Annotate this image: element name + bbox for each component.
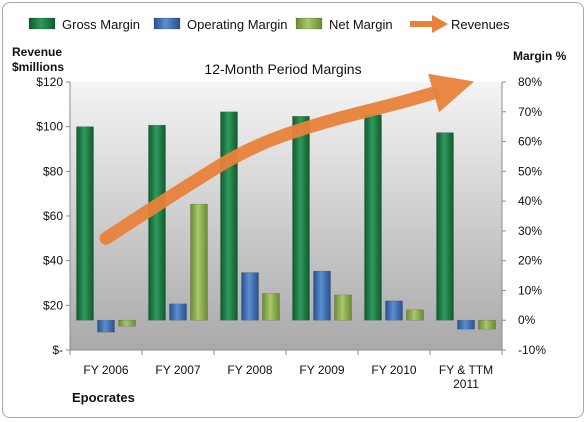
- legend-swatch-gross-margin: [28, 17, 56, 30]
- x-tick-label-0: FY 2006: [83, 363, 128, 377]
- bar-gross-margin-2: [220, 111, 238, 321]
- left-tick-label-4: $80: [43, 164, 63, 178]
- chart-title: 12-Month Period Margins: [204, 61, 361, 77]
- bar-gross-margin-1: [148, 124, 166, 321]
- bar-net-margin-5: [478, 319, 496, 330]
- legend-label-revenues: Revenues: [451, 17, 510, 32]
- revenue-trend-arrowhead: [428, 73, 474, 113]
- x-tick-label-1-line-0: FY 2007: [155, 363, 200, 377]
- right-tick-label-7: 60%: [518, 135, 542, 149]
- bar-operating-margin-0: [97, 319, 115, 333]
- axes-layer: $- $20 $40 $60 $80 $100 $120 -10% 0% 10% 20% 30% 40%…: [36, 75, 546, 391]
- legend-label-net-margin: Net Margin: [329, 17, 393, 32]
- revenue-trend-layer: [99, 73, 474, 245]
- right-tick-label-4: 30%: [518, 224, 542, 238]
- x-tick-label-5: FY & TTM 2011: [439, 363, 493, 391]
- left-tick-label-6: $120: [36, 75, 63, 89]
- x-tick-label-2: FY 2008: [227, 363, 272, 377]
- left-tick-label-2: $40: [43, 254, 63, 268]
- left-axis-title: Revenue $millions: [12, 45, 65, 74]
- bar-net-margin-4: [406, 309, 424, 321]
- bar-gross-margin-5: [436, 132, 454, 321]
- left-tick-label-1: $20: [43, 298, 63, 312]
- legend-swatch-arrowhead-revenues: [432, 15, 448, 33]
- right-tick-label-0: -10%: [518, 343, 546, 357]
- legend-label-operating-margin: Operating Margin: [187, 17, 287, 32]
- right-tick-label-6: 50%: [518, 164, 542, 178]
- bar-operating-margin-3: [313, 270, 331, 321]
- x-tick-label-3-line-0: FY 2009: [299, 363, 344, 377]
- left-tick-label-0: $-: [52, 343, 63, 357]
- left-tick-label-3: $60: [43, 209, 63, 223]
- x-tick-label-5-line-1: 2011: [453, 377, 479, 391]
- bar-operating-margin-4: [385, 300, 403, 321]
- bar-gross-margin-3: [292, 115, 310, 321]
- left-axis-title-line-1: Revenue: [12, 45, 62, 59]
- bar-net-margin-2: [262, 293, 280, 321]
- x-tick-label-1: FY 2007: [155, 363, 200, 377]
- right-tick-label-8: 70%: [518, 105, 542, 119]
- bar-operating-margin-2: [241, 272, 259, 321]
- x-tick-label-0-line-0: FY 2006: [83, 363, 128, 377]
- bar-operating-margin-1: [169, 303, 187, 321]
- bar-gross-margin-0: [76, 126, 94, 321]
- right-tick-label-1: 0%: [518, 313, 536, 327]
- legend-swatch-operating-margin: [153, 17, 181, 30]
- left-tick-label-5: $100: [36, 120, 63, 134]
- right-axis-title: Margin %: [513, 49, 567, 63]
- legend-label-gross-margin: Gross Margin: [62, 17, 140, 32]
- legend: Gross Margin Operating Margin Net Margin Re…: [28, 15, 510, 33]
- x-tick-label-2-line-0: FY 2008: [227, 363, 272, 377]
- left-axis-title-line-2: $millions: [12, 60, 64, 74]
- legend-swatch-net-margin: [295, 17, 323, 30]
- right-tick-label-2: 10%: [518, 283, 542, 297]
- right-tick-label-5: 40%: [518, 194, 542, 208]
- bar-net-margin-0: [118, 319, 136, 327]
- company-name: Epocrates: [72, 390, 135, 405]
- x-tick-label-4-line-0: FY 2010: [371, 363, 416, 377]
- bar-net-margin-1: [190, 203, 208, 321]
- x-tick-label-3: FY 2009: [299, 363, 344, 377]
- right-tick-label-9: 80%: [518, 75, 542, 89]
- bar-operating-margin-5: [457, 319, 475, 330]
- right-tick-label-3: 20%: [518, 254, 542, 268]
- x-tick-label-4: FY 2010: [371, 363, 416, 377]
- revenue-trend-line: [99, 86, 441, 245]
- x-tick-label-5-line-0: FY & TTM: [439, 363, 493, 377]
- bar-gross-margin-4: [364, 114, 382, 321]
- bar-net-margin-3: [334, 294, 352, 321]
